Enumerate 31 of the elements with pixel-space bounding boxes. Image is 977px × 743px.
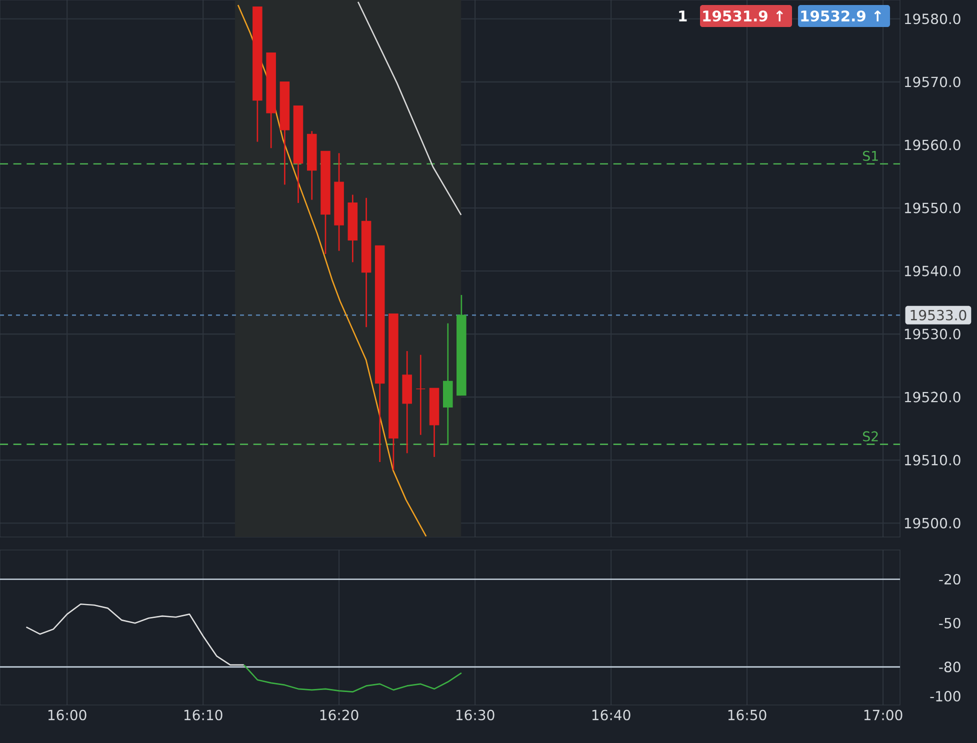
line-series: [243, 664, 462, 693]
line-series: [26, 603, 245, 666]
y-tick-label: 19510.0: [904, 454, 960, 466]
y-tick-label: 19540.0: [904, 266, 960, 276]
y-tick-label: -50: [939, 618, 960, 628]
y-tick-label: -80: [939, 662, 960, 672]
line-series: [237, 4, 427, 538]
x-tick-label: 16:50: [728, 710, 766, 720]
x-tick-label: 16:40: [592, 710, 630, 720]
x-tick-label: 16:00: [48, 710, 86, 720]
y-tick-label: 19580.0: [904, 14, 960, 24]
x-tick-label: 17:00: [864, 710, 902, 720]
ref-line-label: S2: [863, 431, 878, 442]
x-tick-label: 16:10: [184, 710, 222, 720]
annotation: 19531.9 ↑: [703, 10, 783, 22]
y-tick-label: 19550.0: [904, 202, 960, 214]
line-series: [357, 1, 462, 216]
y-tick-label: 19530.0: [904, 328, 960, 340]
y-tick-label: 19500.0: [904, 518, 960, 528]
ref-line-label: 19533.0: [910, 310, 966, 320]
y-tick-label: -20: [939, 574, 960, 585]
annotation: 1: [679, 10, 687, 22]
ref-line-label: S1: [863, 150, 878, 161]
y-tick-label: 19570.0: [904, 76, 960, 88]
candlestick: [416, 354, 426, 436]
y-tick-label: 19520.0: [904, 392, 960, 402]
x-tick-label: 16:20: [320, 710, 358, 720]
x-tick-label: 16:30: [456, 710, 494, 720]
y-tick-label: -100: [930, 690, 960, 702]
annotation: 19532.9 ↑: [801, 10, 881, 22]
y-tick-label: 19560.0: [904, 140, 960, 150]
